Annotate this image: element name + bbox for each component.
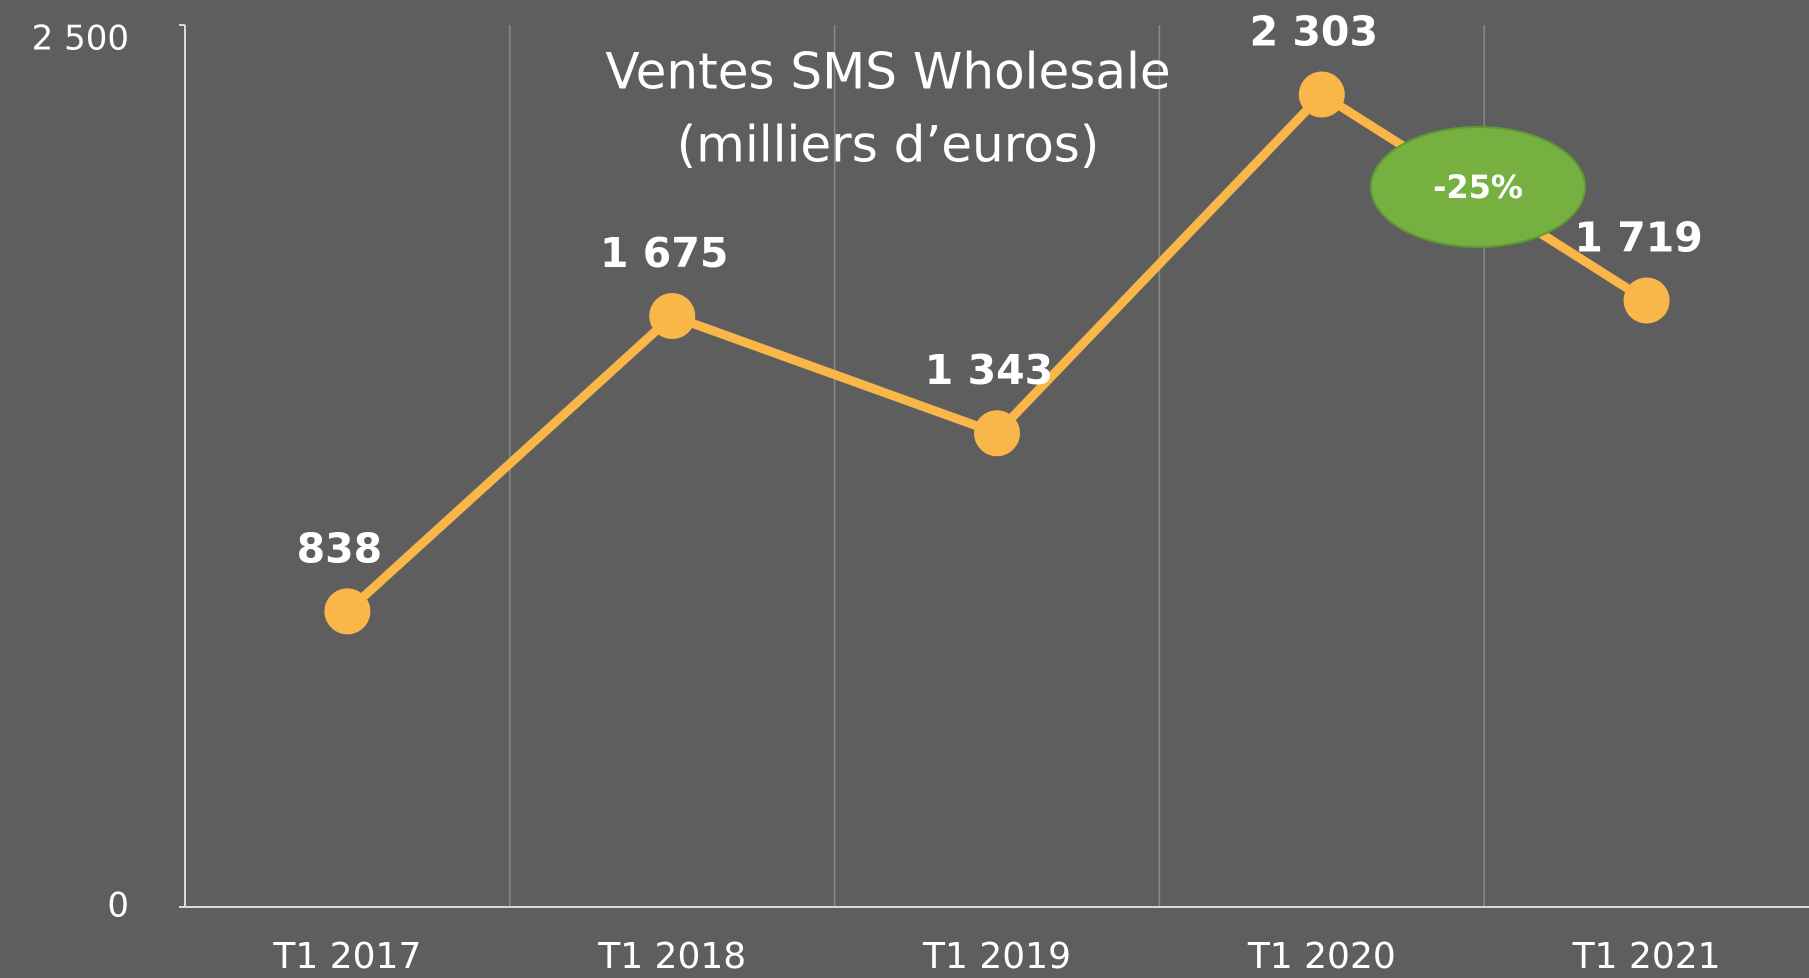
data-label: 1 675 [600,229,728,277]
x-tick-label: T1 2021 [1572,936,1721,977]
data-label: 838 [297,524,383,572]
point [324,588,371,635]
point [1623,277,1670,324]
data-label: 1 719 [1574,214,1702,262]
point [649,293,696,340]
point [974,410,1020,457]
x-tick-label: T1 2019 [922,936,1071,977]
data-label: 2 303 [1250,8,1378,56]
annotation-text: -25% [1433,168,1523,206]
point [1298,71,1345,118]
chart-title: Ventes SMS Wholesale [605,43,1170,101]
x-tick-label: T1 2018 [597,936,746,977]
y-tick-label: 0 [107,886,129,926]
x-tick-label: T1 2020 [1247,936,1396,977]
y-tick-label: 2 500 [32,19,129,59]
chart-subtitle: (milliers d’euros) [677,116,1100,174]
x-tick-label: T1 2017 [272,936,421,977]
data-label: 1 343 [925,346,1053,394]
annotation-badge [1370,126,1586,248]
